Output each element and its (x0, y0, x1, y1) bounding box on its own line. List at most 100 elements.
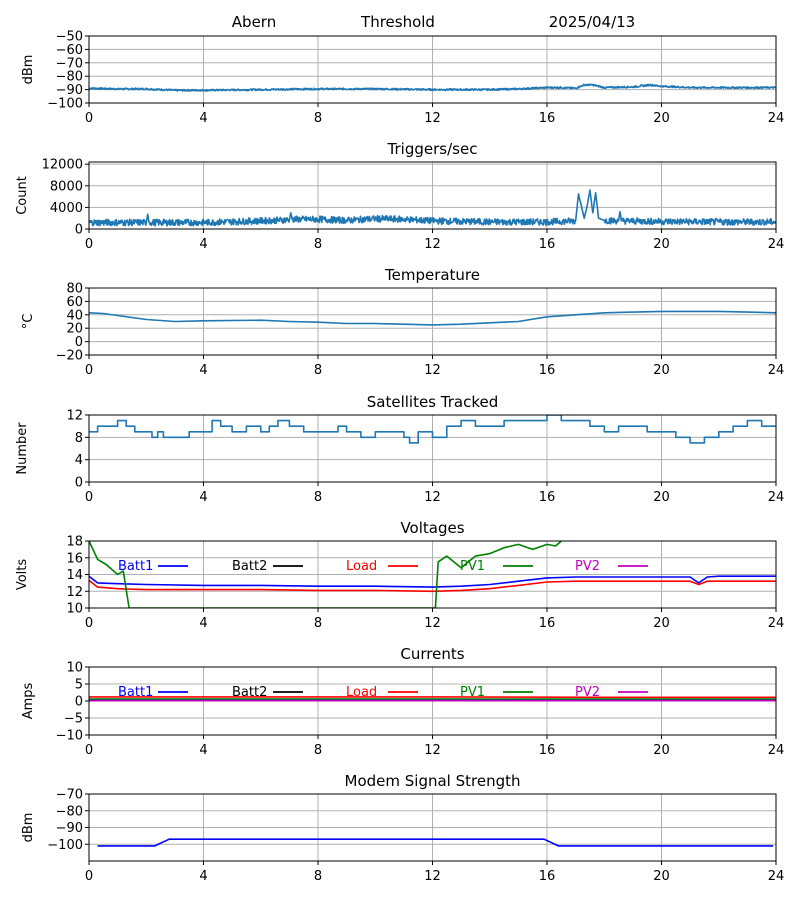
x-tick-label: 0 (85, 490, 93, 505)
x-tick-label: 4 (199, 111, 207, 126)
legend-label-load: Load (346, 685, 377, 700)
x-tick-label: 8 (314, 869, 322, 884)
y-tick-label: −100 (47, 97, 83, 112)
y-tick-label: 14 (66, 568, 83, 583)
x-tick-label: 16 (539, 869, 556, 884)
legend-label-load: Load (346, 559, 377, 574)
voltages-title: Voltages (400, 519, 464, 537)
y-tick-label: −60 (56, 43, 83, 58)
x-tick-label: 20 (653, 743, 670, 758)
y-tick-label: 12 (66, 585, 83, 600)
x-tick-label: 0 (85, 237, 93, 252)
y-tick-label: 0 (75, 335, 83, 350)
x-tick-label: 20 (653, 363, 670, 378)
legend-label-batt1: Batt1 (118, 685, 153, 700)
x-tick-label: 12 (424, 237, 441, 252)
x-tick-label: 8 (314, 616, 322, 631)
currents-ylabel: Amps (21, 682, 36, 719)
y-tick-label: 12 (66, 409, 83, 424)
x-tick-label: 8 (314, 111, 322, 126)
x-tick-label: 8 (314, 237, 322, 252)
currents-title: Currents (400, 645, 464, 663)
y-tick-label: −70 (56, 788, 83, 803)
x-tick-label: 12 (424, 869, 441, 884)
y-tick-label: 18 (66, 535, 83, 550)
y-tick-label: 8000 (50, 179, 83, 194)
x-tick-label: 4 (199, 363, 207, 378)
y-tick-label: 80 (66, 282, 83, 297)
threshold-panel: 0 4 8 12 16 20 24 −100−90−80−70−60−50 dBm (21, 30, 784, 127)
x-tick-label: 4 (199, 490, 207, 505)
modem-ylabel: dBm (21, 813, 36, 843)
header-channel: Threshold (360, 13, 435, 31)
x-tick-label: 8 (314, 363, 322, 378)
temperature-series-line (89, 310, 776, 326)
header-date: 2025/04/13 (549, 13, 635, 31)
y-tick-label: 10 (66, 661, 83, 676)
x-tick-label: 20 (653, 237, 670, 252)
x-tick-label: 20 (653, 616, 670, 631)
y-tick-label: 16 (66, 551, 83, 566)
x-tick-label: 12 (424, 111, 441, 126)
x-tick-label: 4 (199, 237, 207, 252)
satellites-ylabel: Number (15, 422, 30, 475)
x-tick-label: 20 (653, 490, 670, 505)
x-tick-label: 0 (85, 363, 93, 378)
satellites-panel: 0 4 8 12 16 20 24 0 4 8 12 Satellites Tracked Number (15, 393, 784, 505)
legend-label-batt2: Batt2 (232, 685, 267, 700)
y-tick-label: 4000 (50, 201, 83, 216)
y-tick-label: 0 (75, 223, 83, 238)
x-tick-label: 24 (768, 616, 785, 631)
triggers-ylabel: Count (15, 176, 30, 215)
voltages-series-group (89, 541, 776, 608)
x-tick-label: 16 (539, 363, 556, 378)
satellites-series-line (89, 415, 776, 444)
y-tick-label: 0 (75, 476, 83, 491)
threshold-series-line (89, 83, 776, 92)
x-tick-label: 24 (768, 363, 785, 378)
x-tick-label: 12 (424, 743, 441, 758)
y-tick-label: 10 (66, 602, 83, 617)
x-tick-label: 12 (424, 490, 441, 505)
y-tick-label: −20 (56, 349, 83, 364)
modem-series-group (97, 838, 774, 847)
voltages-series-pv1 (89, 541, 562, 608)
y-tick-label: −10 (56, 729, 83, 744)
x-tick-label: 12 (424, 363, 441, 378)
y-tick-label: −70 (56, 56, 83, 71)
x-tick-label: 16 (539, 616, 556, 631)
x-tick-label: 16 (539, 743, 556, 758)
x-tick-label: 8 (314, 743, 322, 758)
y-tick-label: −50 (56, 30, 83, 45)
voltages-series-load (89, 579, 776, 593)
x-tick-label: 0 (85, 743, 93, 758)
x-tick-label: 24 (768, 490, 785, 505)
modem-panel: 0 4 8 12 16 20 24 −100 −90 −80−70 Modem Signal Str… (21, 772, 784, 884)
modem-title: Modem Signal Strength (345, 772, 521, 790)
satellites-series-group (89, 415, 776, 444)
x-tick-label: 16 (539, 111, 556, 126)
triggers-series-line (89, 189, 776, 227)
x-tick-label: 12 (424, 616, 441, 631)
x-tick-label: 4 (199, 616, 207, 631)
y-tick-label: −90 (56, 83, 83, 98)
legend-label-pv1: PV1 (460, 559, 485, 574)
y-tick-label: 8 (75, 431, 83, 446)
satellites-title: Satellites Tracked (367, 393, 498, 411)
legend-label-pv2: PV2 (575, 559, 600, 574)
x-tick-label: 24 (768, 743, 785, 758)
currents-panel: 0 4 8 12 16 20 24 −10 −5 0 5 10 Currents Amps Batt1 Bat… (21, 645, 784, 758)
x-tick-label: 20 (653, 869, 670, 884)
temperature-title: Temperature (384, 266, 480, 284)
y-tick-label: −5 (64, 712, 83, 727)
x-tick-label: 16 (539, 237, 556, 252)
x-tick-label: 16 (539, 490, 556, 505)
y-tick-label: 5 (75, 678, 83, 693)
y-tick-label: −100 (47, 838, 83, 853)
temperature-series-group (89, 310, 776, 326)
y-tick-label: −80 (56, 804, 83, 819)
